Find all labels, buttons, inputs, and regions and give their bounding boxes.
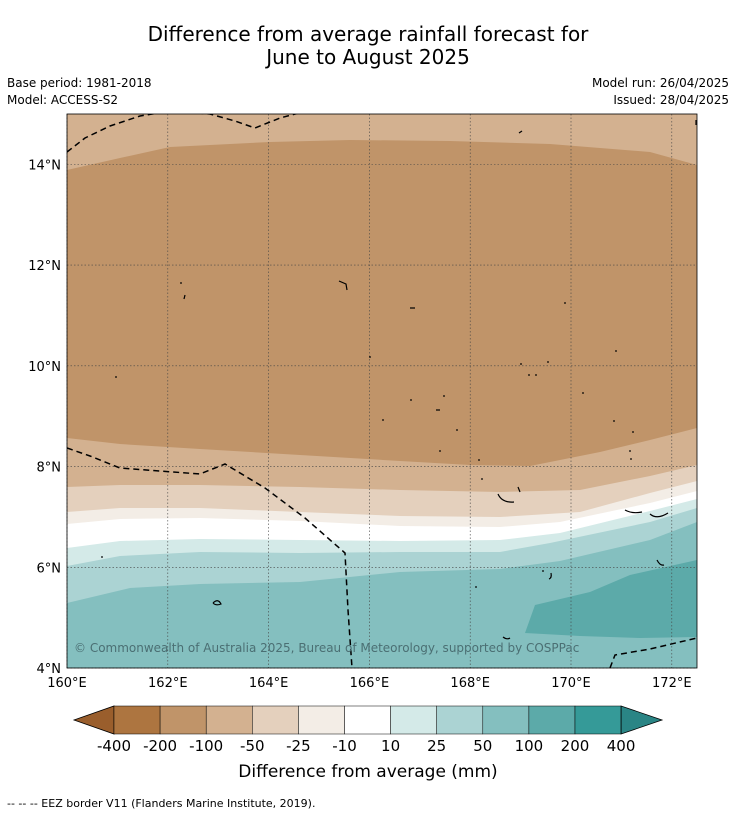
colorbar-tick-label: 400 <box>607 737 636 755</box>
longitude-label: 172°E <box>652 676 692 691</box>
colorbar-tick-label: -10 <box>332 737 357 755</box>
islands <box>183 120 697 640</box>
colorbar-swatch <box>574 705 622 735</box>
contour-100-to-200 <box>525 560 697 638</box>
colorbar-arrow-high <box>620 705 664 735</box>
longitude-label: 162°E <box>148 676 188 691</box>
atoll <box>630 458 632 460</box>
atoll <box>475 586 477 588</box>
atoll <box>564 302 566 304</box>
colorbar-swatch <box>113 705 161 735</box>
issued-date: Issued: 28/04/2025 <box>613 93 729 107</box>
colorbar-tick-label: 100 <box>515 737 544 755</box>
latitude-label: 4°N <box>37 662 62 677</box>
colorbar-tick-label: -100 <box>189 737 223 755</box>
colorbar-swatch <box>482 705 530 735</box>
atoll <box>456 429 458 431</box>
atoll <box>613 420 615 422</box>
colorbar-swatch <box>528 705 576 735</box>
copyright-notice: © Commonwealth of Australia 2025, Bureau… <box>74 641 580 655</box>
atoll <box>101 556 103 558</box>
latitude-labels: 14°N 12°N 10°N 8°N 6°N 4°N <box>28 158 61 677</box>
colorbar-title: Difference from average (mm) <box>238 762 498 782</box>
rainfall-contours <box>67 114 697 668</box>
colorbar-swatch <box>390 705 437 735</box>
eez-borders <box>67 114 697 668</box>
atoll <box>528 374 530 376</box>
longitude-label: 160°E <box>47 676 87 691</box>
latitude-label: 6°N <box>37 561 62 576</box>
eez-border-north <box>67 114 298 153</box>
atoll <box>481 478 483 480</box>
longitude-label: 166°E <box>350 676 390 691</box>
latitude-label: 10°N <box>28 360 61 375</box>
colorbar-labels: -400 -200 -100 -50 -25 -10 10 25 50 100 200 400 <box>97 737 635 755</box>
atoll <box>382 419 384 421</box>
colorbar <box>72 705 664 735</box>
colorbar-arrow-low <box>72 705 115 735</box>
island <box>212 600 222 606</box>
model-name: Model: ACCESS-S2 <box>7 93 119 107</box>
colorbar-tick-label: 50 <box>473 737 492 755</box>
atoll <box>520 363 522 365</box>
atoll <box>542 570 544 572</box>
atoll <box>478 459 480 461</box>
latitude-label: 8°N <box>37 461 62 476</box>
colorbar-tick-label: -400 <box>97 737 131 755</box>
atoll <box>615 350 617 352</box>
atoll <box>547 361 549 363</box>
island <box>649 512 669 518</box>
title-line-2: June to August 2025 <box>266 45 470 69</box>
atoll <box>443 395 445 397</box>
island <box>517 486 521 493</box>
island <box>518 130 523 134</box>
atoll <box>629 450 631 452</box>
island <box>502 636 511 640</box>
island <box>548 572 552 580</box>
atoll <box>410 399 412 401</box>
longitude-labels: 160°E 162°E 164°E 166°E 168°E 170°E 172°E <box>47 676 691 691</box>
title-line-1: Difference from average rainfall forecas… <box>147 22 589 46</box>
atoll <box>369 356 371 358</box>
atoll <box>180 282 182 284</box>
colorbar-tick-label: -25 <box>286 737 311 755</box>
eez-border-southeast <box>609 637 697 668</box>
map-frame <box>66 113 698 669</box>
colorbar-tick-label: -200 <box>143 737 177 755</box>
colorbar-swatch <box>252 705 299 735</box>
colorbar-tick-label: -50 <box>240 737 265 755</box>
atoll <box>115 376 117 378</box>
base-period: Base period: 1981-2018 <box>7 76 152 90</box>
atoll <box>582 392 584 394</box>
eez-legend-note: -- -- -- EEZ border V11 (Flanders Marine… <box>7 797 316 810</box>
island <box>183 294 186 300</box>
colorbar-tick-label: 200 <box>561 737 590 755</box>
island <box>656 559 665 566</box>
model-run: Model run: 26/04/2025 <box>591 76 729 90</box>
atoll <box>439 450 441 452</box>
atolls <box>101 282 634 588</box>
eez-border-central <box>67 447 353 668</box>
island <box>497 493 515 503</box>
island <box>338 280 348 291</box>
colorbar-swatch <box>436 705 484 735</box>
latitude-label: 12°N <box>28 259 61 274</box>
longitude-label: 170°E <box>551 676 591 691</box>
longitude-label: 164°E <box>249 676 289 691</box>
atoll <box>535 374 537 376</box>
island <box>624 509 643 514</box>
colorbar-swatch <box>159 705 207 735</box>
contour-minus-200-to-100 <box>67 140 697 466</box>
colorbar-tick-label: 25 <box>427 737 446 755</box>
colorbar-tick-label: 10 <box>381 737 400 755</box>
atoll <box>632 431 634 433</box>
latitude-label: 14°N <box>28 158 61 173</box>
longitude-label: 168°E <box>450 676 490 691</box>
colorbar-swatch <box>205 705 253 735</box>
colorbar-swatch <box>344 705 391 735</box>
colorbar-swatch <box>298 705 345 735</box>
